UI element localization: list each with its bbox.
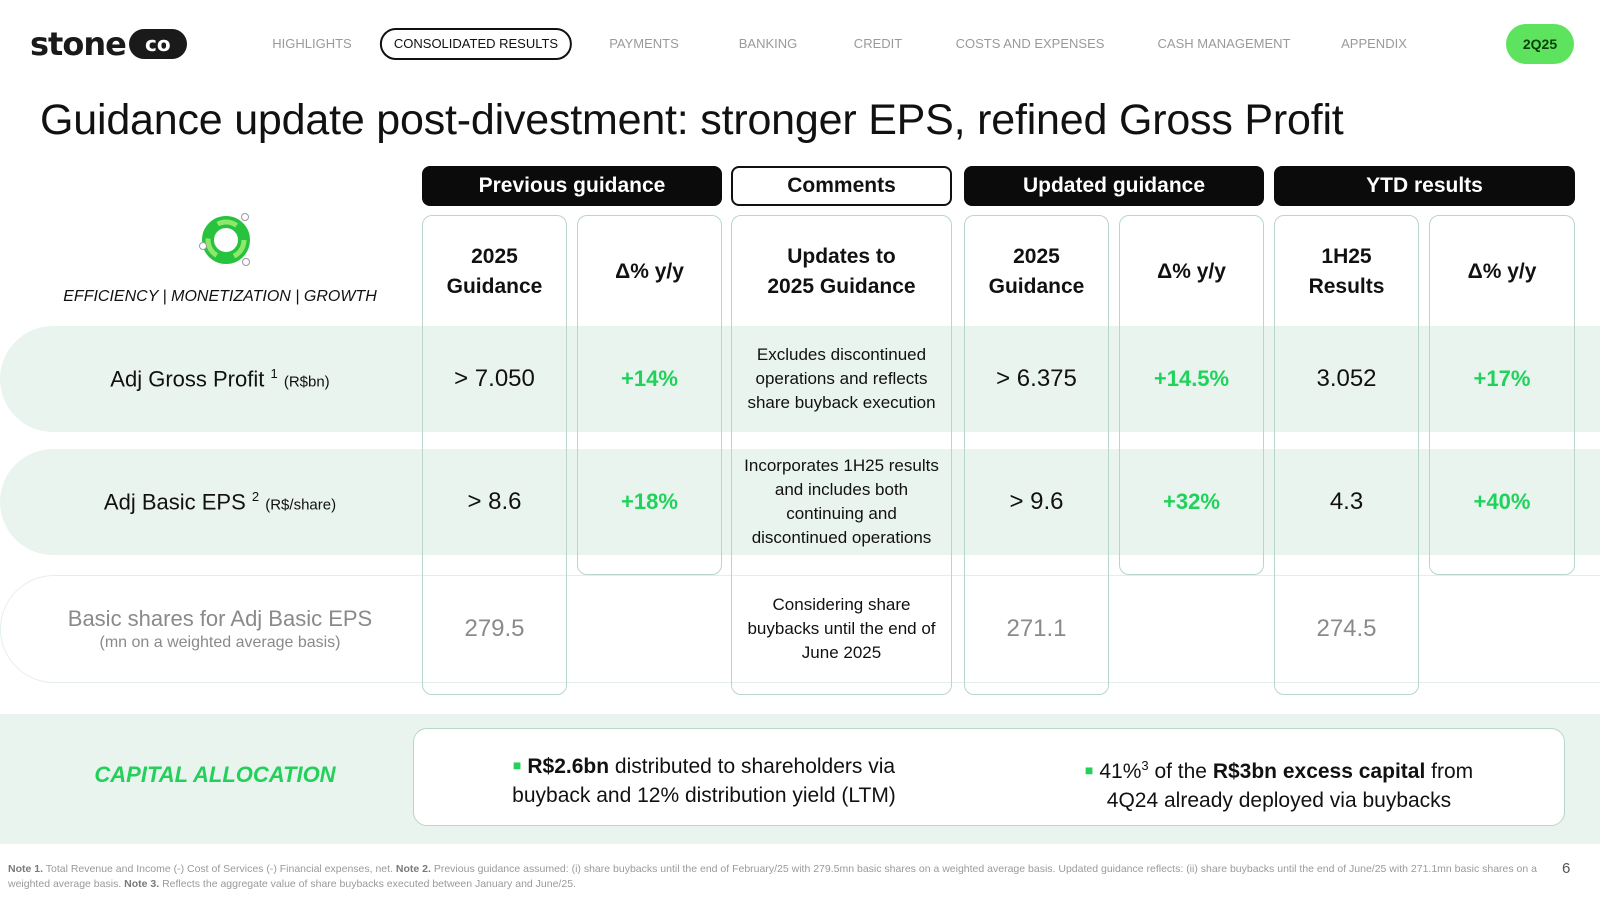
bullet-bold-value: R$2.6bn xyxy=(527,755,610,778)
row-label-text: Basic shares for Adj Basic EPS xyxy=(67,606,373,631)
header-comments: Comments xyxy=(731,166,952,206)
bullet-text-line2: buyback and 12% distribution yield (LTM) xyxy=(512,784,896,807)
period-badge[interactable]: 2Q25 xyxy=(1506,24,1574,64)
col-box-ytd-results xyxy=(1274,215,1419,695)
row-band-basic-shares xyxy=(0,575,1600,683)
col-box-prev-guidance xyxy=(422,215,567,695)
subheader-ytd-results-line2: Results xyxy=(1308,275,1385,298)
cell-gp-ytd-delta: +17% xyxy=(1473,366,1531,391)
page-number: 6 xyxy=(1562,860,1571,877)
header-ytd-results: YTD results xyxy=(1274,166,1575,206)
cell-shares-upd-guidance: 271.1 xyxy=(1006,615,1067,642)
footnotes: Note 1. Total Revenue and Income (-) Cos… xyxy=(8,862,1538,892)
row-band-gross-profit xyxy=(0,326,1600,432)
row-label-text: Adj Basic EPS xyxy=(103,489,246,515)
cell-gp-prev-delta: +14% xyxy=(621,366,678,391)
footnote-3-label: Note 3. xyxy=(124,878,160,890)
row-unit: (R$/share) xyxy=(265,496,337,514)
capital-bullet-deployment: ■ 41%3 of the R$3bn excess capital from 4… xyxy=(1044,751,1514,815)
footnote-1-text: Total Revenue and Income (-) Cost of Ser… xyxy=(43,863,396,875)
nav-appendix[interactable]: APPENDIX xyxy=(1341,36,1407,51)
row-label-basic-shares: Basic shares for Adj Basic EPS (mn on a … xyxy=(30,575,410,683)
green-ring-logo-icon xyxy=(199,213,250,266)
subheader-upd-guidance: 2025 Guidance xyxy=(964,240,1109,304)
footnote-3-text: Reflects the aggregate value of share bu… xyxy=(159,878,576,890)
bullet-percent: 41% xyxy=(1099,760,1142,783)
row-sublabel: (mn on a weighted average basis) xyxy=(99,634,341,651)
nav-consolidated-results[interactable]: CONSOLIDATED RESULTS xyxy=(379,28,573,60)
footnote-ref: 1 xyxy=(270,365,278,381)
cell-gp-comment: Excludes discontinued operations and ref… xyxy=(747,345,936,412)
cell-eps-prev-delta: +18% xyxy=(621,489,678,514)
bullet-square-icon: ■ xyxy=(512,757,522,773)
nav-payments[interactable]: PAYMENTS xyxy=(609,36,679,51)
cell-eps-ytd-delta: +40% xyxy=(1473,489,1531,514)
subheader-ytd-results: 1H25 Results xyxy=(1274,240,1419,304)
row-unit: (R$bn) xyxy=(283,373,330,391)
subheader-comments-line2: 2025 Guidance xyxy=(767,275,916,298)
cell-shares-prev-guidance: 279.5 xyxy=(464,615,525,642)
footnote-1-label: Note 1. xyxy=(8,863,44,875)
header-previous-guidance: Previous guidance xyxy=(422,166,722,206)
nav-highlights[interactable]: HIGHLIGHTS xyxy=(272,36,352,51)
nav-costs-and-expenses[interactable]: COSTS AND EXPENSES xyxy=(955,36,1105,51)
bullet-square-icon: ■ xyxy=(1084,762,1094,778)
row-label-text: Adj Gross Profit xyxy=(110,366,265,392)
cell-gp-upd-guidance: > 6.375 xyxy=(996,365,1077,392)
bullet-text-line2: 4Q24 already deployed via buybacks xyxy=(1106,789,1452,812)
footnote-ref: 3 xyxy=(1141,758,1149,773)
footnote-2-text: Previous guidance assumed: (i) share buy… xyxy=(8,863,1537,890)
footnote-ref: 2 xyxy=(251,488,260,504)
col-box-comments xyxy=(731,215,952,695)
page-title: Guidance update post-divestment: stronge… xyxy=(40,96,1344,144)
capital-allocation-box: ■ R$2.6bn distributed to shareholders via… xyxy=(413,728,1565,826)
cell-gp-upd-delta: +14.5% xyxy=(1153,366,1230,391)
col-box-upd-delta xyxy=(1119,215,1264,575)
col-box-ytd-delta xyxy=(1429,215,1575,575)
subheader-upd-delta: Δ% y/y xyxy=(1157,260,1226,283)
cell-eps-ytd-results: 4.3 xyxy=(1329,488,1364,515)
tagline: EFFICIENCY | MONETIZATION | GROWTH xyxy=(63,288,377,305)
stoneco-logo[interactable]: stone co xyxy=(30,25,187,63)
subheader-comments-line1: Updates to xyxy=(787,245,896,268)
subheader-prev-delta: Δ% y/y xyxy=(615,260,684,283)
col-box-prev-delta xyxy=(577,215,722,575)
footnote-2-label: Note 2. xyxy=(395,863,431,875)
top-navigation: HIGHLIGHTS CONSOLIDATED RESULTS PAYMENTS… xyxy=(250,28,1600,62)
bullet-bold-value: R$3bn excess capital xyxy=(1212,760,1426,783)
nav-cash-management[interactable]: CASH MANAGEMENT xyxy=(1157,36,1291,51)
bullet-text: from xyxy=(1425,760,1474,783)
cell-gp-prev-guidance: > 7.050 xyxy=(454,365,535,392)
subheader-prev-guidance-line1: 2025 xyxy=(471,245,518,268)
subheader-prev-guidance: 2025 Guidance xyxy=(422,240,567,304)
cell-eps-prev-guidance: > 8.6 xyxy=(467,488,522,515)
nav-banking[interactable]: BANKING xyxy=(738,36,798,51)
cell-eps-upd-guidance: > 9.6 xyxy=(1009,488,1064,515)
subheader-comments: Updates to 2025 Guidance xyxy=(731,240,952,304)
cell-eps-upd-delta: +32% xyxy=(1163,489,1220,514)
cell-shares-comment: Considering share buybacks until the end… xyxy=(747,595,936,662)
subheader-upd-guidance-line2: Guidance xyxy=(988,275,1085,298)
subheader-upd-guidance-line1: 2025 xyxy=(1013,245,1060,268)
bullet-text: distributed to shareholders via xyxy=(609,755,896,778)
row-band-basic-eps xyxy=(0,449,1600,555)
subheader-ytd-results-line1: 1H25 xyxy=(1321,245,1372,268)
row-label-basic-eps: Adj Basic EPS 2 (R$/share) xyxy=(30,449,410,555)
subheader-ytd-delta: Δ% y/y xyxy=(1467,260,1537,283)
row-label-gross-profit: Adj Gross Profit 1 (R$bn) xyxy=(30,326,410,432)
cell-shares-ytd-results: 274.5 xyxy=(1316,615,1377,642)
bullet-text: of the xyxy=(1148,760,1213,783)
nav-credit[interactable]: CREDIT xyxy=(853,36,903,51)
header-updated-guidance: Updated guidance xyxy=(964,166,1264,206)
cell-eps-comment: Incorporates 1H25 results and includes b… xyxy=(744,456,939,547)
capital-allocation-label: CAPITAL ALLOCATION xyxy=(94,762,336,787)
col-box-upd-guidance xyxy=(964,215,1109,695)
subheader-prev-guidance-line2: Guidance xyxy=(446,275,543,298)
cell-gp-ytd-results: 3.052 xyxy=(1316,365,1377,392)
logo-co-mark: co xyxy=(128,29,187,59)
capital-bullet-distribution: ■ R$2.6bn distributed to shareholders via… xyxy=(474,751,934,810)
logo-wordmark: stone xyxy=(30,25,127,63)
